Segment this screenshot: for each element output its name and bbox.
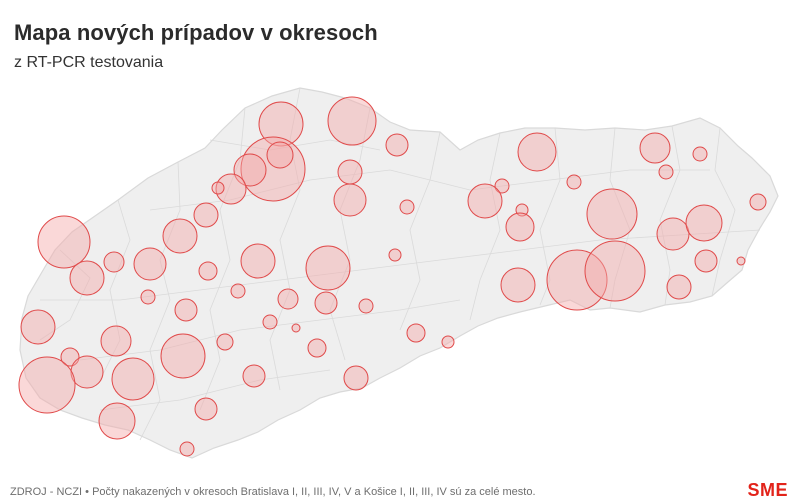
sme-logo: SME [747, 480, 788, 500]
district-case-bubble[interactable] [258, 101, 304, 147]
source-note: ZDROJ - NCZI • Počty nakazených v okreso… [10, 486, 536, 498]
district-case-bubble[interactable] [133, 247, 167, 281]
district-case-bubble[interactable] [140, 289, 156, 305]
district-case-bubble[interactable] [327, 96, 377, 146]
district-case-bubble[interactable] [639, 132, 671, 164]
district-case-bubble[interactable] [406, 323, 426, 343]
district-case-bubble[interactable] [198, 261, 218, 281]
district-case-bubble[interactable] [666, 274, 692, 300]
map-title: Mapa nových prípadov v okresoch [14, 20, 378, 45]
district-case-bubble[interactable] [262, 314, 278, 330]
district-case-bubble[interactable] [291, 323, 301, 333]
district-case-bubble[interactable] [266, 141, 294, 169]
district-case-bubble[interactable] [399, 199, 415, 215]
district-case-bubble[interactable] [160, 333, 206, 379]
district-case-bubble[interactable] [358, 298, 374, 314]
district-case-bubble[interactable] [230, 283, 246, 299]
district-case-bubble[interactable] [505, 212, 535, 242]
district-case-bubble[interactable] [658, 164, 674, 180]
case-bubbles [18, 96, 767, 457]
district-case-bubble[interactable] [337, 159, 363, 185]
district-case-bubble[interactable] [441, 335, 455, 349]
district-case-bubble[interactable] [179, 441, 195, 457]
district-case-bubble[interactable] [694, 249, 718, 273]
district-case-bubble[interactable] [566, 174, 582, 190]
district-case-bubble[interactable] [343, 365, 369, 391]
district-case-bubble[interactable] [305, 245, 351, 291]
slovakia-outline [19, 87, 779, 459]
district-case-bubble[interactable] [749, 193, 767, 211]
district-case-bubble[interactable] [307, 338, 327, 358]
district-case-bubble[interactable] [37, 215, 91, 269]
district-case-bubble[interactable] [211, 181, 225, 195]
district-case-bubble[interactable] [586, 188, 638, 240]
district-case-bubble[interactable] [215, 173, 247, 205]
district-case-bubble[interactable] [656, 217, 690, 251]
district-case-bubble[interactable] [333, 183, 367, 217]
district-case-bubble[interactable] [385, 133, 409, 157]
district-case-bubble[interactable] [98, 402, 136, 440]
district-case-bubble[interactable] [70, 355, 104, 389]
district-case-bubble[interactable] [277, 288, 299, 310]
district-case-bubble[interactable] [584, 240, 646, 302]
district-case-bubble[interactable] [736, 256, 746, 266]
district-case-bubble[interactable] [194, 397, 218, 421]
district-case-bubble[interactable] [100, 325, 132, 357]
district-case-bubble[interactable] [216, 333, 234, 351]
district-case-bubble[interactable] [233, 153, 267, 187]
district-case-bubble[interactable] [20, 309, 56, 345]
district-case-bubble[interactable] [467, 183, 503, 219]
district-case-bubble[interactable] [685, 204, 723, 242]
district-case-bubble[interactable] [193, 202, 219, 228]
district-case-bubble[interactable] [242, 364, 266, 388]
district-case-bubble[interactable] [494, 178, 510, 194]
district-case-bubble[interactable] [174, 298, 198, 322]
district-case-bubble[interactable] [314, 291, 338, 315]
district-case-bubble[interactable] [240, 243, 276, 279]
district-case-bubble[interactable] [18, 356, 76, 414]
district-case-bubble[interactable] [162, 218, 198, 254]
district-case-bubble[interactable] [517, 132, 557, 172]
map-subtitle: z RT-PCR testovania [14, 54, 164, 71]
district-case-bubble[interactable] [111, 357, 155, 401]
district-case-bubble[interactable] [546, 249, 608, 311]
district-case-bubble[interactable] [240, 136, 306, 202]
district-case-bubble[interactable] [692, 146, 708, 162]
district-case-bubble[interactable] [103, 251, 125, 273]
district-case-bubble[interactable] [69, 260, 105, 296]
district-case-bubble[interactable] [388, 248, 402, 262]
district-case-bubble[interactable] [500, 267, 536, 303]
